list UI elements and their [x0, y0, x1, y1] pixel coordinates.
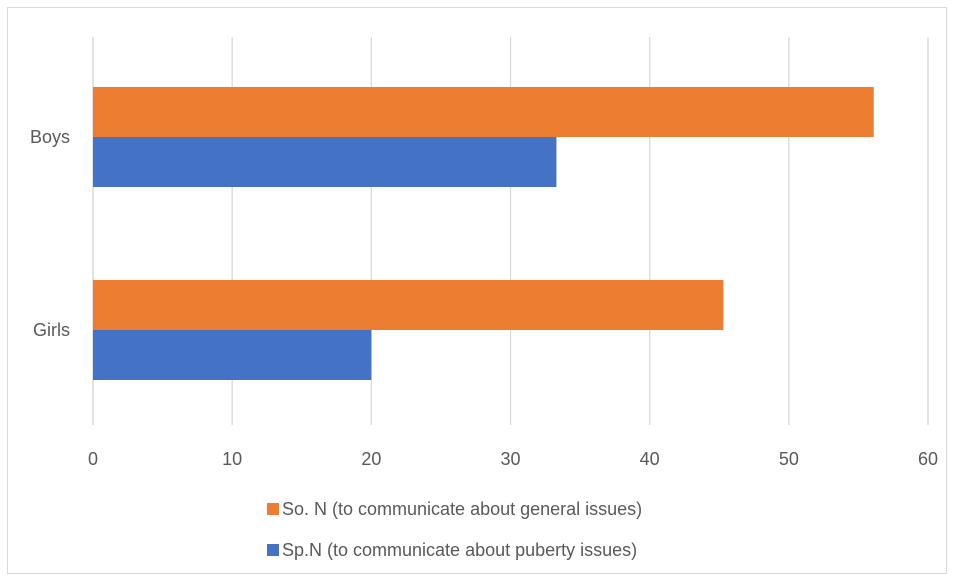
- bar-boys-series-2: [93, 137, 557, 187]
- value-axis: 0 10 20 30 40 50 60: [88, 449, 938, 469]
- legend-label: Sp.N (to communicate about puberty issue…: [282, 540, 637, 560]
- legend-item-series-1: So. N (to communicate about general issu…: [267, 499, 642, 519]
- bar-girls-series-1: [93, 280, 724, 330]
- x-tick-label: 30: [500, 449, 520, 469]
- category-label-girls: Girls: [33, 320, 70, 340]
- bar-boys-series-1: [93, 87, 874, 137]
- legend: So. N (to communicate about general issu…: [267, 499, 642, 560]
- legend-item-series-2: Sp.N (to communicate about puberty issue…: [267, 540, 637, 560]
- category-axis: Boys Girls: [30, 127, 70, 340]
- x-tick-label: 40: [640, 449, 660, 469]
- x-tick-label: 20: [361, 449, 381, 469]
- legend-swatch: [267, 503, 279, 515]
- category-label-boys: Boys: [30, 127, 70, 147]
- legend-swatch: [267, 544, 279, 556]
- x-tick-label: 60: [918, 449, 938, 469]
- x-tick-label: 10: [222, 449, 242, 469]
- legend-label: So. N (to communicate about general issu…: [282, 499, 642, 519]
- bar-girls-series-2: [93, 330, 372, 380]
- x-tick-label: 50: [779, 449, 799, 469]
- bars: [93, 87, 874, 380]
- x-tick-label: 0: [88, 449, 98, 469]
